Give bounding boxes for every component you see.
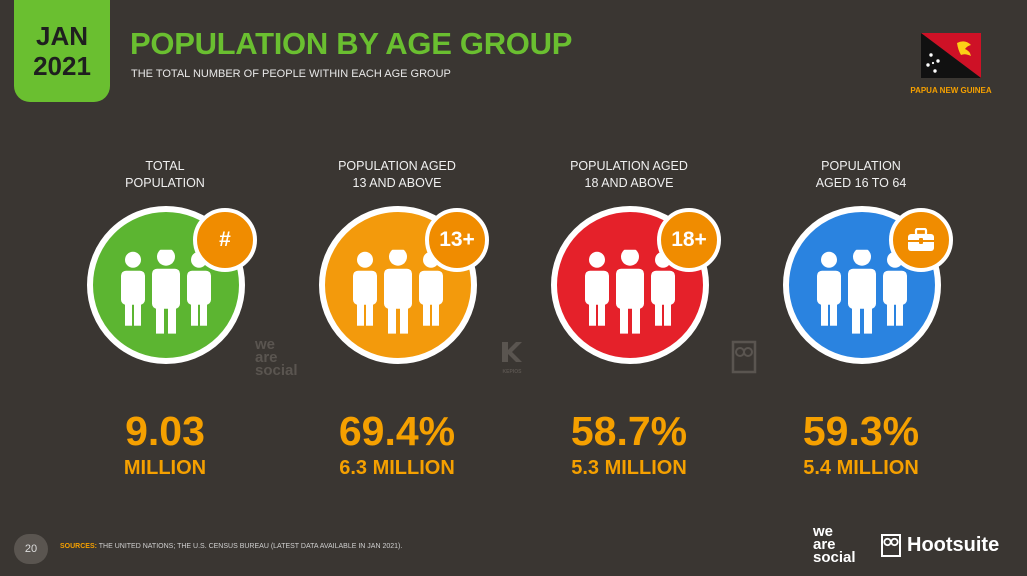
stat-value: 9.03 [125, 408, 205, 454]
stat-subvalue: 5.3 MILLION [571, 457, 687, 479]
stat-aged-16-to-64: POPULATION AGED 16 TO 64 59.3% 5.4 MILLI… [761, 158, 961, 480]
date-year: 2021 [33, 51, 91, 81]
we-are-social-logo: we are social [813, 523, 856, 566]
stat-label: POPULATION AGED 18 AND ABOVE [570, 159, 688, 190]
page-title: POPULATION BY AGE GROUP [130, 26, 573, 61]
stat-aged-18-above: POPULATION AGED 18 AND ABOVE 18+ 58.7% 5… [529, 158, 729, 480]
age-18-plus-badge: 18+ [657, 208, 721, 272]
stat-value: 69.4% [338, 408, 456, 454]
page-subtitle: THE TOTAL NUMBER OF PEOPLE WITHIN EACH A… [131, 68, 451, 80]
stat-value: 58.7% [570, 408, 688, 454]
people-icon [353, 249, 443, 334]
stat-label: POPULATION AGED 16 TO 64 [815, 159, 907, 190]
stat-subvalue: 5.4 MILLION [803, 457, 919, 479]
stat-subvalue: 6.3 MILLION [339, 457, 455, 479]
hash-icon: # [193, 208, 257, 272]
hootsuite-owl-watermark-icon [731, 340, 757, 374]
stat-subvalue: MILLION [123, 457, 207, 479]
people-icon [585, 249, 675, 334]
hootsuite-logo: Hootsuite [880, 532, 999, 558]
date-badge: JAN 2021 [14, 0, 110, 102]
people-icon [121, 249, 211, 334]
date-month: JAN [35, 21, 88, 51]
country-label: PAPUA NEW GUINEA [910, 86, 992, 95]
stat-value: 59.3% [802, 408, 920, 454]
kepios-watermark: KEPIOS [494, 340, 530, 375]
stat-label: TOTAL POPULATION [125, 159, 205, 190]
sources-note: SOURCES: THE UNITED NATIONS; THE U.S. CE… [60, 543, 403, 550]
papua-new-guinea-flag-icon [921, 33, 981, 78]
owl-icon [881, 534, 901, 557]
stat-circle [87, 206, 245, 364]
briefcase-icon [889, 208, 953, 272]
stat-label: POPULATION AGED 13 AND ABOVE [338, 159, 456, 190]
stat-total-population: TOTAL POPULATION # 9.03 MILLION [65, 158, 265, 480]
age-13-plus-badge: 13+ [425, 208, 489, 272]
we-are-social-watermark: we are social [255, 336, 298, 379]
stat-aged-13-above: POPULATION AGED 13 AND ABOVE 13+ 69.4% 6… [297, 158, 497, 480]
page-number: 20 [14, 534, 48, 564]
people-icon [817, 249, 907, 334]
